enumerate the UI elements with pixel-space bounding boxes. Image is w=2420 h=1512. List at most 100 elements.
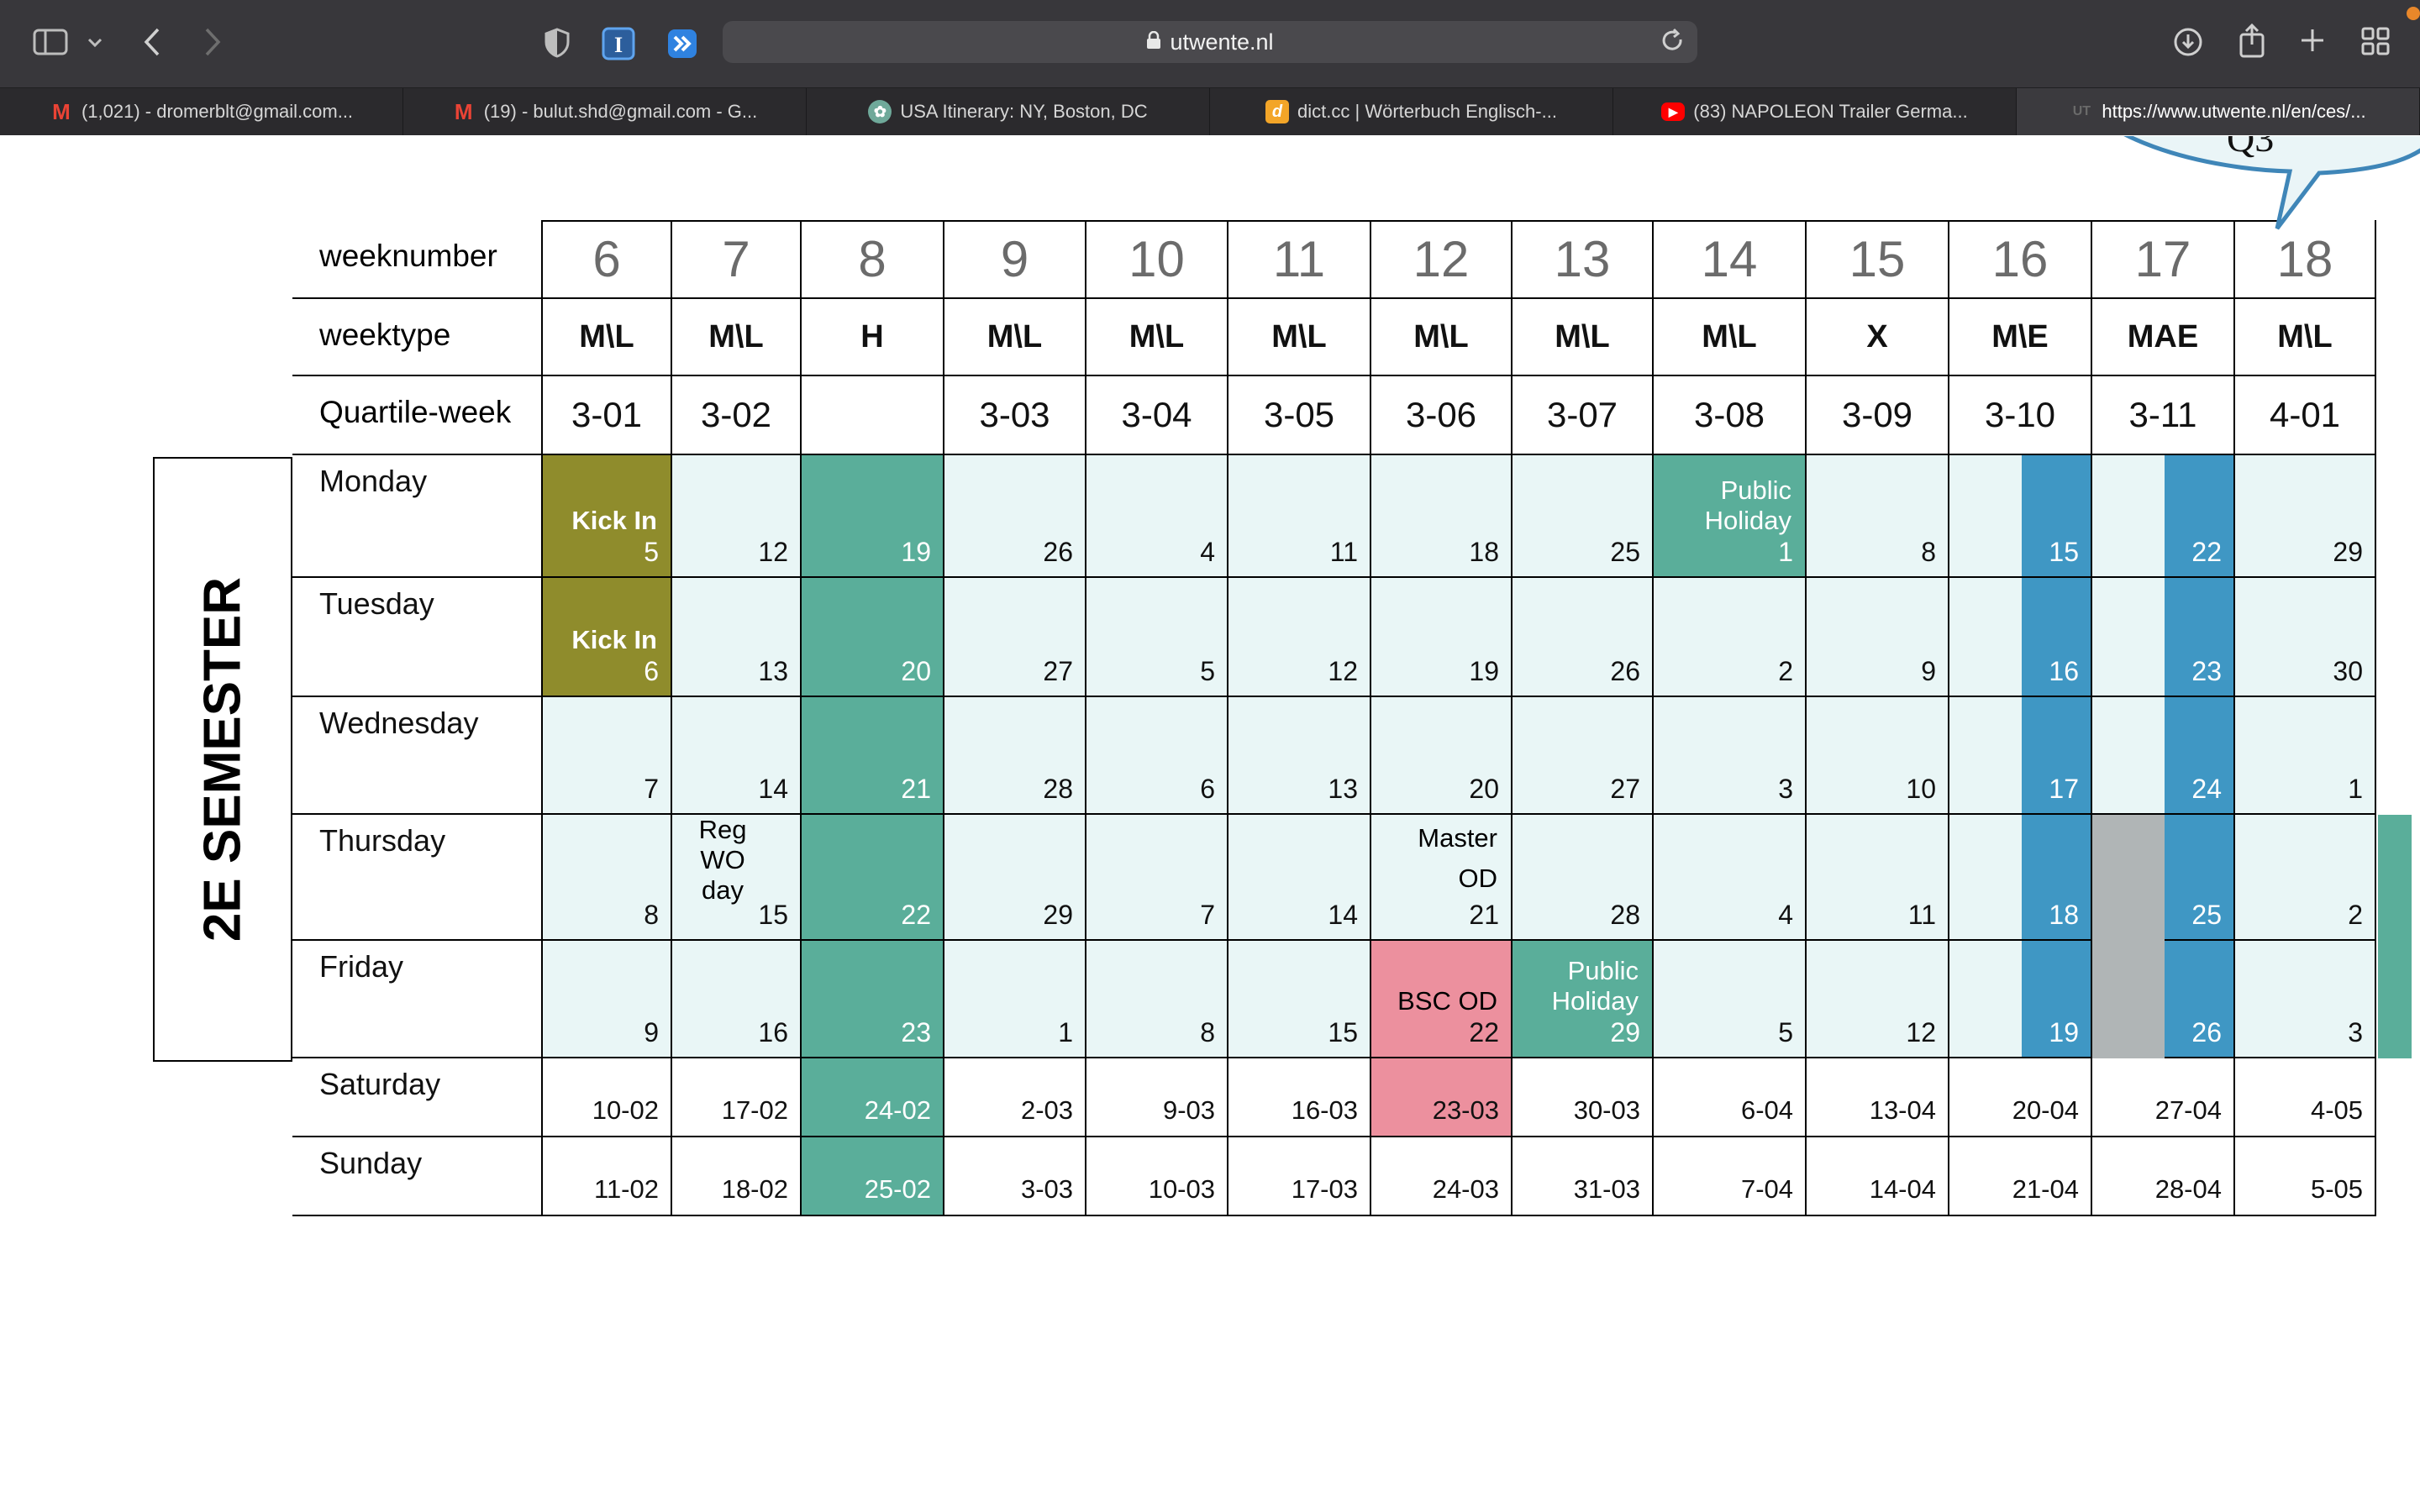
day-cell[interactable]: 13 — [1228, 697, 1371, 815]
day-cell[interactable]: 19 — [1949, 941, 2092, 1058]
day-cell[interactable]: 1 — [2235, 697, 2376, 815]
forward-icon[interactable] — [200, 25, 225, 59]
day-cell[interactable]: 14 — [1228, 815, 1371, 941]
sunday-cell[interactable]: 28-04 — [2092, 1137, 2235, 1216]
saturday-cell[interactable]: 13-04 — [1807, 1058, 1949, 1137]
day-cell[interactable]: 9 — [1807, 578, 1949, 697]
sunday-cell[interactable]: 31-03 — [1512, 1137, 1654, 1216]
day-cell[interactable]: 5 — [1086, 578, 1228, 697]
sidebar-toggle-icon[interactable] — [32, 27, 69, 57]
day-cell[interactable]: 12 — [1807, 941, 1949, 1058]
tab-youtube[interactable]: ▶ (83) NAPOLEON Trailer Germa... — [1613, 88, 2017, 135]
saturday-cell[interactable]: 4-05 — [2235, 1058, 2376, 1137]
day-cell[interactable]: 26 — [1512, 578, 1654, 697]
day-cell[interactable]: 22 BSC OD — [1371, 941, 1512, 1058]
day-cell[interactable]: 4 — [1654, 815, 1807, 941]
day-cell[interactable]: 12 — [672, 455, 802, 578]
sunday-cell[interactable]: 7-04 — [1654, 1137, 1807, 1216]
sunday-cell[interactable]: 25-02 — [802, 1137, 944, 1216]
day-cell[interactable]: 28 — [944, 697, 1086, 815]
sunday-cell[interactable]: 11-02 — [543, 1137, 672, 1216]
day-cell[interactable]: 29 Public Holiday — [1512, 941, 1654, 1058]
sunday-cell[interactable]: 18-02 — [672, 1137, 802, 1216]
day-cell[interactable]: 15 — [1228, 941, 1371, 1058]
day-cell[interactable]: 19 — [1371, 578, 1512, 697]
saturday-cell[interactable]: 9-03 — [1086, 1058, 1228, 1137]
chevron-down-icon[interactable] — [84, 32, 106, 54]
day-cell[interactable]: 7 — [1086, 815, 1228, 941]
day-cell[interactable]: 9 — [543, 941, 672, 1058]
day-cell[interactable]: 15 Reg WO day — [672, 815, 802, 941]
day-cell[interactable]: 13 — [672, 578, 802, 697]
saturday-cell[interactable]: 10-02 — [543, 1058, 672, 1137]
day-cell[interactable]: 14 — [672, 697, 802, 815]
tab-gmail-1[interactable]: M (1,021) - dromerblt@gmail.com... — [0, 88, 403, 135]
day-cell[interactable]: 22 — [802, 815, 944, 941]
day-cell[interactable]: 6 Kick In — [543, 578, 672, 697]
saturday-cell[interactable]: 2-03 — [944, 1058, 1086, 1137]
day-cell[interactable]: 28 — [1512, 815, 1654, 941]
day-cell[interactable]: 16 — [1949, 578, 2092, 697]
saturday-cell[interactable]: 30-03 — [1512, 1058, 1654, 1137]
day-cell[interactable]: 21 — [802, 697, 944, 815]
day-cell[interactable]: 8 — [1807, 455, 1949, 578]
day-cell[interactable]: 11 — [1807, 815, 1949, 941]
day-cell[interactable]: 2 — [1654, 578, 1807, 697]
privacy-shield-icon[interactable] — [543, 27, 571, 59]
day-cell[interactable]: 5 — [1654, 941, 1807, 1058]
sunday-cell[interactable]: 24-03 — [1371, 1137, 1512, 1216]
day-cell[interactable]: 7 — [543, 697, 672, 815]
address-bar[interactable]: utwente.nl — [723, 21, 1697, 63]
saturday-cell[interactable]: 6-04 — [1654, 1058, 1807, 1137]
day-cell[interactable]: 24 — [2092, 697, 2235, 815]
day-cell[interactable]: 29 — [944, 815, 1086, 941]
day-cell[interactable]: 22 — [2092, 455, 2235, 578]
sunday-cell[interactable]: 3-03 — [944, 1137, 1086, 1216]
extension-icon[interactable] — [666, 27, 699, 60]
day-cell[interactable]: 2 — [2235, 815, 2376, 941]
day-cell[interactable]: 20 — [802, 578, 944, 697]
day-cell[interactable]: 20 — [1371, 697, 1512, 815]
tab-utwente[interactable]: UT https://www.utwente.nl/en/ces/... — [2017, 88, 2420, 135]
day-cell[interactable]: 18 — [1371, 455, 1512, 578]
day-cell[interactable]: 15 — [1949, 455, 2092, 578]
tab-overview-icon[interactable] — [2360, 25, 2391, 57]
day-cell[interactable]: 21 Master OD — [1371, 815, 1512, 941]
day-cell[interactable]: 1 Public Holiday — [1654, 455, 1807, 578]
saturday-cell[interactable]: 23-03 — [1371, 1058, 1512, 1137]
day-cell[interactable]: 11 — [1228, 455, 1371, 578]
day-cell[interactable]: 25 — [1512, 455, 1654, 578]
day-cell[interactable]: 1 — [944, 941, 1086, 1058]
saturday-cell[interactable]: 16-03 — [1228, 1058, 1371, 1137]
share-icon[interactable] — [2235, 22, 2269, 59]
sunday-cell[interactable]: 10-03 — [1086, 1137, 1228, 1216]
day-cell[interactable]: 30 — [2235, 578, 2376, 697]
saturday-cell[interactable]: 17-02 — [672, 1058, 802, 1137]
day-cell[interactable]: 23 — [802, 941, 944, 1058]
day-cell[interactable]: 5 Kick In — [543, 455, 672, 578]
text-extension-icon[interactable]: I — [602, 27, 635, 60]
day-cell[interactable]: 16 — [672, 941, 802, 1058]
saturday-cell[interactable]: 20-04 — [1949, 1058, 2092, 1137]
reload-icon[interactable] — [1660, 28, 1686, 60]
day-cell[interactable]: 23 — [2092, 578, 2235, 697]
day-cell[interactable]: 3 — [2235, 941, 2376, 1058]
sunday-cell[interactable]: 14-04 — [1807, 1137, 1949, 1216]
sunday-cell[interactable]: 5-05 — [2235, 1137, 2376, 1216]
saturday-cell[interactable]: 24-02 — [802, 1058, 944, 1137]
day-cell[interactable]: 29 — [2235, 455, 2376, 578]
tab-gmail-2[interactable]: M (19) - bulut.shd@gmail.com - G... — [403, 88, 807, 135]
day-cell[interactable]: 27 — [1512, 697, 1654, 815]
download-icon[interactable] — [2171, 25, 2205, 59]
day-cell[interactable]: 3 — [1654, 697, 1807, 815]
tab-dictcc[interactable]: d dict.cc | Wörterbuch Englisch-... — [1210, 88, 1613, 135]
day-cell[interactable]: 12 — [1228, 578, 1371, 697]
tab-chatgpt[interactable]: ✿ USA Itinerary: NY, Boston, DC — [807, 88, 1210, 135]
day-cell[interactable]: 18 — [1949, 815, 2092, 941]
sunday-cell[interactable]: 17-03 — [1228, 1137, 1371, 1216]
day-cell[interactable]: 6 — [1086, 697, 1228, 815]
saturday-cell[interactable]: 27-04 — [2092, 1058, 2235, 1137]
day-cell[interactable]: 8 — [543, 815, 672, 941]
day-cell[interactable]: 8 — [1086, 941, 1228, 1058]
day-cell[interactable]: 27 — [944, 578, 1086, 697]
